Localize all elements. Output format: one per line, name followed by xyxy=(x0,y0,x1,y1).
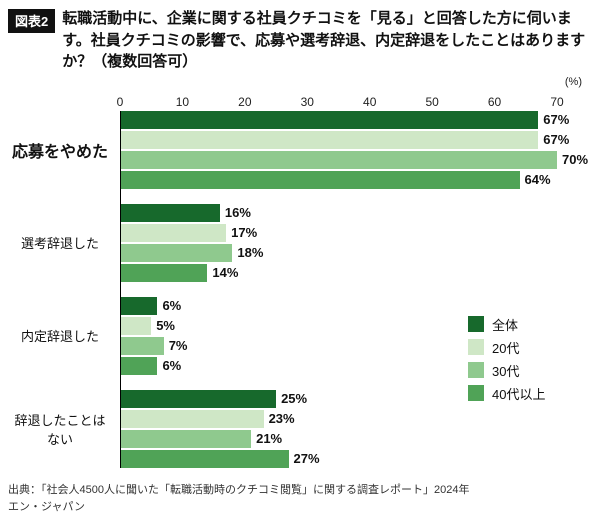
bar-row: 6% xyxy=(120,296,557,315)
legend-item: 30代 xyxy=(468,361,545,380)
value-label: 64% xyxy=(524,172,551,188)
source-line-2: エン・ジャパン xyxy=(8,500,85,513)
bar-row: 67% xyxy=(120,130,569,149)
axis-tick: 60 xyxy=(487,94,502,109)
bar xyxy=(120,243,233,262)
axis-tick: 50 xyxy=(425,94,439,109)
legend-label: 20代 xyxy=(492,340,520,356)
figure-title: 転職活動中に、企業に関する社員クチコミを「見る」と回答した方に伺います。社員クチ… xyxy=(62,10,586,71)
value-label: 67% xyxy=(543,112,570,128)
bar-group: 応募をやめた 67% 67% 70% 64% xyxy=(0,110,600,189)
bar xyxy=(120,449,289,468)
category-label: 内定辞退した xyxy=(20,329,99,345)
bar-row: 18% xyxy=(120,243,557,262)
bar-row: 64% xyxy=(120,170,557,189)
figure-header: 図表2 転職活動中に、企業に関する社員クチコミを「見る」と回答した方に伺います。… xyxy=(0,0,600,73)
bar-row: 5% xyxy=(120,316,557,335)
bar xyxy=(120,170,520,189)
axis-tick: 70 xyxy=(550,94,564,109)
bar-row: 23% xyxy=(120,409,557,428)
bar-row: 14% xyxy=(120,263,557,282)
bar-row: 27% xyxy=(120,449,557,468)
axis-area: (%) 0 10 20 30 40 50 60 70 xyxy=(0,75,600,111)
source-note: 出典：「社会人4500人に聞いた「転職活動時のクチコミ閲覧」に関する調査レポート… xyxy=(0,468,600,516)
bar-stack: 16% 17% 18% 14% xyxy=(120,203,557,282)
bar-row: 70% xyxy=(120,150,588,169)
bar xyxy=(120,130,539,149)
value-label: 21% xyxy=(256,431,283,447)
value-label: 6% xyxy=(162,298,182,314)
bar xyxy=(120,429,252,448)
bar xyxy=(120,316,152,335)
bar xyxy=(120,223,227,242)
value-label: 5% xyxy=(156,318,175,334)
value-label: 14% xyxy=(212,265,239,281)
axis-tick: 0 xyxy=(116,94,124,109)
value-label: 7% xyxy=(168,338,188,354)
y-axis-line xyxy=(120,110,121,468)
legend-swatch xyxy=(468,362,484,379)
bar-group: 辞退したことはない 25% 23% 21% 27% xyxy=(0,389,600,468)
category-label: 応募をやめた xyxy=(11,143,108,161)
bar-chart: (%) 0 10 20 30 40 50 60 70 応募をやめた 67% 67% 70% 64% 選考… xyxy=(0,75,600,468)
value-label: 25% xyxy=(281,391,308,407)
source-line-1: 出典：「社会人4500人に聞いた「転職活動時のクチコミ閲覧」に関する調査レポート… xyxy=(8,483,470,496)
percent-unit-label: (%) xyxy=(564,75,582,88)
bar-row: 16% xyxy=(120,203,557,222)
legend-swatch xyxy=(468,339,484,356)
bar xyxy=(120,336,164,355)
bar-row: 21% xyxy=(120,429,557,448)
bar-row: 7% xyxy=(120,336,557,355)
bar xyxy=(120,263,208,282)
bar-stack: 25% 23% 21% 27% xyxy=(120,389,557,468)
category-label: 選考辞退した xyxy=(20,236,99,252)
bar-row: 6% xyxy=(120,356,557,375)
bar xyxy=(120,296,158,315)
legend-item: 全体 xyxy=(468,315,545,334)
axis-tick: 30 xyxy=(300,94,314,109)
axis-tick-row: 0 10 20 30 40 50 60 70 xyxy=(116,94,564,110)
bar-row: 67% xyxy=(120,110,569,129)
figure-badge: 図表2 xyxy=(8,9,56,33)
axis-tick: 20 xyxy=(238,94,252,109)
bar-stack: 6% 5% 7% 6% xyxy=(120,296,557,375)
axis-tick: 10 xyxy=(175,94,190,109)
value-label: 18% xyxy=(237,245,264,261)
axis-tick: 40 xyxy=(363,94,377,109)
legend-label: 40代以上 xyxy=(492,386,546,402)
bar-group: 選考辞退した 16% 17% 18% 14% xyxy=(0,203,600,282)
value-label: 70% xyxy=(562,152,589,168)
value-label: 6% xyxy=(162,358,182,374)
legend: 全体 20代 30代 40代以上 xyxy=(468,315,545,407)
value-label: 67% xyxy=(543,132,570,148)
legend-label: 全体 xyxy=(492,317,519,333)
value-label: 16% xyxy=(224,205,251,221)
legend-item: 20代 xyxy=(468,338,545,357)
value-label: 27% xyxy=(293,451,320,467)
bar-group: 内定辞退した 6% 5% 7% 6% xyxy=(0,296,600,375)
legend-label: 30代 xyxy=(492,363,520,379)
bar xyxy=(120,356,158,375)
bar xyxy=(120,150,557,169)
bar xyxy=(120,409,264,428)
value-label: 23% xyxy=(268,411,295,427)
plot-area: 応募をやめた 67% 67% 70% 64% 選考辞退した 16% 17% 18% 14% 内定辞退… xyxy=(0,110,600,468)
bar-row: 25% xyxy=(120,389,557,408)
category-label: 辞退したことはない xyxy=(14,412,106,447)
bar-row: 17% xyxy=(120,223,557,242)
bar xyxy=(120,389,277,408)
bar xyxy=(120,203,220,222)
legend-swatch xyxy=(468,316,484,333)
value-label: 17% xyxy=(231,225,258,241)
bar xyxy=(120,110,539,129)
legend-item: 40代以上 xyxy=(468,384,545,403)
legend-swatch xyxy=(468,385,484,402)
bar-stack: 67% 67% 70% 64% xyxy=(120,110,588,189)
